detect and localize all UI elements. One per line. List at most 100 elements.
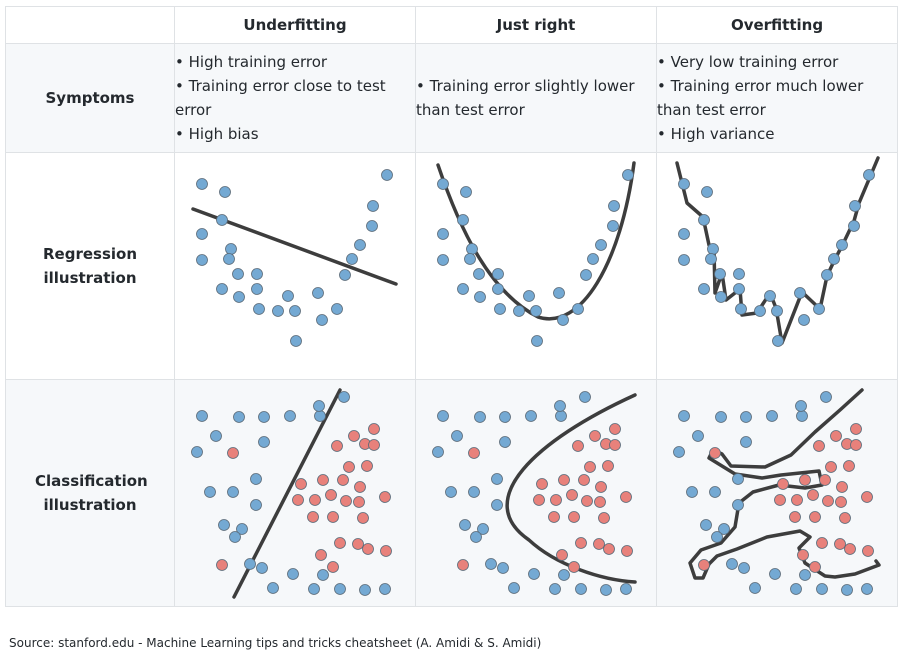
class-a-point <box>796 410 808 422</box>
data-point <box>460 186 472 198</box>
class-a-point <box>820 391 832 403</box>
symptoms-underfitting: • High training error • Training error c… <box>174 43 416 153</box>
data-point <box>715 291 727 303</box>
class-a-point <box>861 583 873 595</box>
class-a-point <box>769 568 781 580</box>
data-point <box>367 200 379 212</box>
data-point <box>678 178 690 190</box>
class-b-point <box>556 549 568 561</box>
class-b-point <box>362 543 374 555</box>
class-b-point <box>379 491 391 503</box>
data-point <box>523 290 535 302</box>
class-a-point <box>468 486 480 498</box>
class-a-point <box>678 410 690 422</box>
data-point <box>678 228 690 240</box>
symptom-item: • Training error much lower than test er… <box>657 77 864 119</box>
class-a-point <box>673 446 685 458</box>
class-a-point <box>250 473 262 485</box>
class-a-point <box>749 582 761 594</box>
data-point <box>553 287 565 299</box>
class-b-point <box>457 559 469 571</box>
class-a-point <box>338 391 350 403</box>
class-b-point <box>327 511 339 523</box>
row-header-regression: Regression illustration <box>5 152 175 380</box>
class-a-point <box>795 400 807 412</box>
class-b-point <box>844 543 856 555</box>
data-point <box>289 305 301 317</box>
class-a-point <box>485 558 497 570</box>
classification-overfitting-plot <box>673 388 881 596</box>
class-b-point <box>602 460 614 472</box>
class-b-point <box>337 474 349 486</box>
class-b-point <box>343 461 355 473</box>
data-point <box>366 220 378 232</box>
class-b-point <box>709 447 721 459</box>
class-a-point <box>732 473 744 485</box>
class-b-point <box>850 423 862 435</box>
class-a-point <box>579 391 591 403</box>
class-a-point <box>766 410 778 422</box>
regression-overfitting-plot <box>675 156 880 347</box>
column-header-underfitting: Underfitting <box>174 6 416 44</box>
class-a-point <box>258 436 270 448</box>
data-point <box>331 303 343 315</box>
data-point <box>557 314 569 326</box>
class-a-point <box>379 583 391 595</box>
class-a-point <box>528 568 540 580</box>
regression-overfitting-cell <box>656 152 898 380</box>
class-a-point <box>233 411 245 423</box>
class-b-point <box>799 474 811 486</box>
data-point <box>464 253 476 265</box>
class-b-point <box>317 474 329 486</box>
data-point <box>232 268 244 280</box>
class-b-point <box>568 511 580 523</box>
data-point <box>754 305 766 317</box>
class-a-point <box>250 499 262 511</box>
class-b-point <box>861 491 873 503</box>
class-a-point <box>738 562 750 574</box>
class-a-point <box>313 400 325 412</box>
data-point <box>849 200 861 212</box>
data-point <box>513 305 525 317</box>
data-point <box>219 186 231 198</box>
class-a-point <box>287 568 299 580</box>
class-a-point <box>686 486 698 498</box>
classification-underfitting-plot <box>191 388 392 599</box>
data-point <box>813 303 825 315</box>
class-b-point <box>791 494 803 506</box>
data-point <box>466 243 478 255</box>
data-point <box>733 268 745 280</box>
class-b-point <box>589 430 601 442</box>
class-a-point <box>816 583 828 595</box>
data-point <box>437 228 449 240</box>
data-point <box>714 268 726 280</box>
class-b-point <box>227 447 239 459</box>
class-a-point <box>437 410 449 422</box>
data-point <box>698 214 710 226</box>
classification-just-right-cell <box>415 379 657 607</box>
data-point <box>196 178 208 190</box>
class-a-point <box>256 562 268 574</box>
class-b-point <box>836 481 848 493</box>
class-b-point <box>334 537 346 549</box>
data-point <box>821 269 833 281</box>
class-a-point <box>620 583 632 595</box>
data-point <box>798 314 810 326</box>
class-a-point <box>334 583 346 595</box>
class-b-point <box>361 460 373 472</box>
data-point <box>494 303 506 315</box>
class-b-point <box>566 489 578 501</box>
decision-boundary <box>505 393 637 584</box>
class-a-point <box>709 486 721 498</box>
class-b-point <box>468 447 480 459</box>
class-b-point <box>595 481 607 493</box>
data-point <box>381 169 393 181</box>
class-a-point <box>267 582 279 594</box>
symptom-item: • High variance <box>657 125 775 143</box>
class-b-point <box>357 512 369 524</box>
class-a-point <box>740 436 752 448</box>
class-a-point <box>497 562 509 574</box>
source-caption: Source: stanford.edu - Machine Learning … <box>9 636 542 650</box>
symptom-item: • Very low training error <box>657 53 839 71</box>
regression-underfitting-plot <box>191 169 398 347</box>
